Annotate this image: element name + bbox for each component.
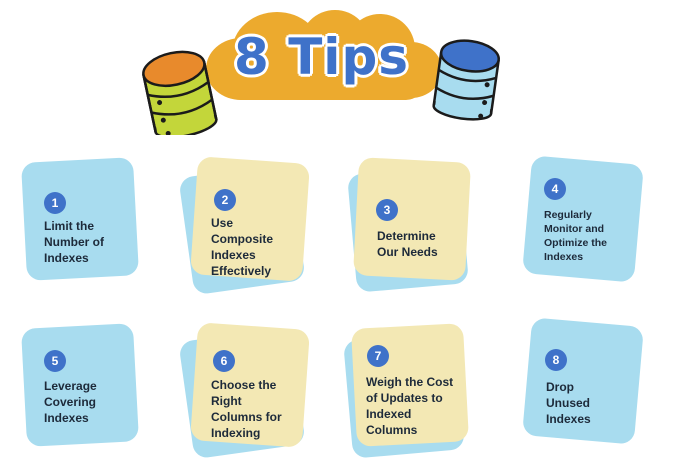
database-icon-left xyxy=(142,50,218,135)
database-icon-right xyxy=(432,39,500,121)
tip-label: Choose the Right Columns for Indexing xyxy=(211,378,282,440)
tip-number-badge: 1 xyxy=(44,192,66,214)
tip-label: Weigh the Cost of Updates to Indexed Col… xyxy=(366,375,454,437)
tip-label: Regularly Monitor and Optimize the Index… xyxy=(544,209,608,263)
tip-label: Limit the Number of Indexes xyxy=(44,219,104,265)
tip-number-badge: 2 xyxy=(214,189,236,211)
tip-number-badge: 6 xyxy=(213,350,235,372)
tip-label: Use Composite Indexes Effectively xyxy=(211,216,274,278)
page-title: 8 Tips xyxy=(234,28,409,86)
tip-number-badge: 7 xyxy=(367,345,389,367)
tip-number-badge: 5 xyxy=(44,350,66,372)
tip-label: Drop Unused Indexes xyxy=(546,380,591,426)
tip-label: Determine Our Needs xyxy=(377,229,438,259)
tip-number-badge: 8 xyxy=(545,349,567,371)
tip-label: Leverage Covering Indexes xyxy=(44,379,97,425)
tip-number-badge: 4 xyxy=(544,178,566,200)
tip-number-badge: 3 xyxy=(376,199,398,221)
